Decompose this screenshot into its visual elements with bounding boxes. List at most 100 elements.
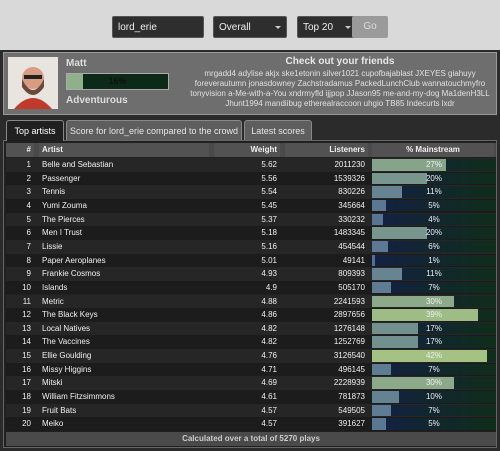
cell-listeners: 1483345 xyxy=(333,228,365,238)
mainstream-track: 5% xyxy=(372,418,496,430)
mainstream-label: 27% xyxy=(425,160,442,169)
mainstream-track: 39% xyxy=(372,309,496,321)
cell-weight: 4.69 xyxy=(261,378,277,388)
mainstream-bar xyxy=(372,391,400,403)
mainstream-bar xyxy=(372,336,419,348)
table-row: 3 Tennis 5.54 830226 11% xyxy=(6,185,496,199)
table-row: 11 Metric 4.88 2241593 30% xyxy=(6,294,496,309)
cell-rank: 5 xyxy=(26,214,31,224)
mainstream-bar xyxy=(372,199,386,212)
mainstream-bar xyxy=(372,240,389,253)
mainstream-track: 11% xyxy=(372,268,496,280)
table-row: 8 Paper Aeroplanes 5.01 49141 1% xyxy=(6,253,496,268)
mainstream-label: 1% xyxy=(428,255,440,265)
mainstream-bar xyxy=(372,227,427,239)
cell-listeners: 2228939 xyxy=(333,378,365,388)
friends-line: mrgadd4 adylise akjx ske1etonin silver10… xyxy=(204,69,476,78)
cell-weight: 4.71 xyxy=(261,364,277,374)
cell-weight: 4.76 xyxy=(261,351,277,361)
cell-rank: 18 xyxy=(22,392,31,402)
table-row: 9 Frankie Cosmos 4.93 809393 11% xyxy=(6,267,496,281)
cell-weight: 5.18 xyxy=(261,228,277,238)
cell-rank: 11 xyxy=(22,296,31,306)
cell-artist: William Fitzsimmons xyxy=(42,392,115,402)
cell-artist: Fruit Bats xyxy=(42,405,77,415)
tab[interactable]: Latest scores xyxy=(244,120,312,140)
cell-artist: Meiko xyxy=(42,419,64,429)
tab[interactable]: Score for lord_erie compared to the crow… xyxy=(66,120,242,140)
friends-list: mrgadd4 adylise akjx ske1etonin silver10… xyxy=(180,69,500,109)
table-row: 17 Mitski 4.69 2228939 30% xyxy=(6,376,496,391)
cell-weight: 4.57 xyxy=(261,405,277,415)
cell-weight: 4.82 xyxy=(261,337,277,347)
cell-weight: 5.56 xyxy=(261,173,277,183)
mainstream-bar xyxy=(372,377,454,389)
mainstream-track: 4% xyxy=(372,213,496,226)
cell-weight: 4.61 xyxy=(261,392,277,402)
cell-listeners: 1252769 xyxy=(333,337,365,347)
table-row: 10 Islands 4.9 505170 7% xyxy=(6,280,496,295)
cell-weight: 5.54 xyxy=(261,187,277,197)
mainstream-bar xyxy=(372,322,419,335)
friends-title: Check out your friends xyxy=(285,56,395,67)
mainstream-bar xyxy=(372,159,446,171)
mainstream-label: 11% xyxy=(426,269,442,279)
cell-listeners: 505170 xyxy=(338,282,365,292)
cell-artist: Islands xyxy=(42,282,68,292)
cell-rank: 1 xyxy=(26,160,31,169)
cell-listeners: 2897656 xyxy=(333,310,365,320)
table-row: 2 Passenger 5.56 1539326 20% xyxy=(6,171,496,186)
column-header: Listeners xyxy=(285,143,368,157)
period-select[interactable]: Overall xyxy=(213,16,287,38)
cell-weight: 4.86 xyxy=(261,310,277,320)
cell-artist: Ellie Goulding xyxy=(42,351,92,361)
mainstream-label: 6% xyxy=(428,241,440,251)
mainstream-bar xyxy=(372,418,386,430)
cell-weight: 4.93 xyxy=(261,269,277,279)
username-input[interactable]: lord_erie xyxy=(112,16,204,38)
cell-listeners: 391627 xyxy=(338,419,365,429)
cell-rank: 10 xyxy=(22,282,31,292)
table-row: 18 William Fitzsimmons 4.61 781873 10% xyxy=(6,390,496,404)
table-row: 1 Belle and Sebastian 5.62 2011230 27% xyxy=(6,158,496,172)
cell-listeners: 2241593 xyxy=(333,296,365,306)
cell-rank: 9 xyxy=(26,269,31,279)
mainstream-label: 42% xyxy=(425,351,442,361)
mainstream-bar xyxy=(372,295,454,307)
mainstream-label: 20% xyxy=(425,173,442,183)
table-row: 12 The Black Keys 4.86 2897656 39% xyxy=(6,308,496,322)
cell-weight: 4.57 xyxy=(261,419,277,429)
mainstream-label: 5% xyxy=(428,419,440,429)
cell-listeners: 2011230 xyxy=(334,160,365,169)
mainstream-track: 5% xyxy=(372,199,496,212)
table-row: 5 The Pierces 5.37 330232 4% xyxy=(6,212,496,227)
cell-rank: 3 xyxy=(26,187,31,197)
table-header: # Artist Weight Listeners % Mainstream xyxy=(6,143,496,157)
limit-select[interactable]: Top 20 xyxy=(297,16,357,38)
tab[interactable]: Top artists xyxy=(6,120,64,141)
mainstream-track: 7% xyxy=(372,404,496,417)
column-header: Artist xyxy=(39,143,209,157)
cell-artist: Passenger xyxy=(42,173,81,183)
mainstream-track: 20% xyxy=(372,172,496,185)
cell-rank: 7 xyxy=(26,241,31,251)
cell-artist: The Vaccines xyxy=(42,337,90,347)
profile-label: Adventurous xyxy=(66,95,128,106)
go-button[interactable]: Go xyxy=(352,16,388,38)
cell-rank: 8 xyxy=(26,255,31,265)
profile-bar-label: 16% xyxy=(108,76,127,86)
cell-rank: 19 xyxy=(22,405,31,415)
table-row: 15 Ellie Goulding 4.76 3126540 42% xyxy=(6,349,496,363)
mainstream-label: 4% xyxy=(428,214,440,224)
table-row: 4 Yumi Zouma 5.45 345664 5% xyxy=(6,198,496,213)
table-footer: Calculated over a total of 5270 plays xyxy=(6,432,496,446)
column-header: Weight xyxy=(214,143,280,157)
mainstream-bar xyxy=(372,363,392,376)
cell-weight: 4.82 xyxy=(261,323,277,333)
mainstream-label: 17% xyxy=(425,337,442,347)
cell-listeners: 781873 xyxy=(338,392,365,402)
cell-listeners: 809393 xyxy=(338,269,365,279)
cell-rank: 6 xyxy=(26,228,31,238)
cell-listeners: 49141 xyxy=(342,255,365,265)
mainstream-track: 17% xyxy=(372,336,496,348)
